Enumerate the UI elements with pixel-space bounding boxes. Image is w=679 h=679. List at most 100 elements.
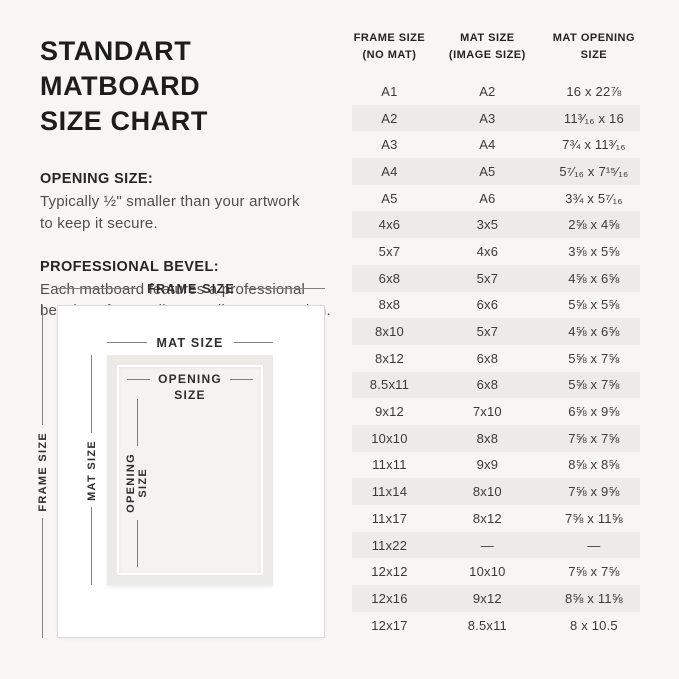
table-cell: 10x10 xyxy=(469,564,506,580)
table-cell: 8⅝ x 8⅝ xyxy=(568,457,620,473)
table-cell: 11³⁄₁₆ x 16 xyxy=(563,110,624,126)
table-header-mat-size: MAT SIZE (IMAGE SIZE) xyxy=(427,30,548,63)
table-row: A3 A4 7¾ x 11³⁄₁₆ xyxy=(352,131,640,158)
table-cell: A2 xyxy=(479,83,496,99)
frame-size-dimension-left: FRAME SIZE xyxy=(34,305,51,638)
frame-size-label-vertical: FRAME SIZE xyxy=(36,431,49,512)
dimension-line xyxy=(42,305,43,425)
table-cell: 3x5 xyxy=(476,217,499,233)
table-row: 6x8 5x7 4⅝ x 6⅝ xyxy=(352,264,640,292)
table-cell: 7¾ x 11³⁄₁₆ xyxy=(562,137,626,153)
header-line: (IMAGE SIZE) xyxy=(448,48,526,61)
table-body: A1 A2 16 x 22⅞ A2 A3 11³⁄₁₆ x 16 A3 A4 7¾ x 11³⁄… xyxy=(352,78,640,638)
table-row: A2 A3 11³⁄₁₆ x 16 xyxy=(352,104,640,132)
table-cell: 4⅝ x 6⅝ xyxy=(568,270,620,286)
table-header-row: FRAME SIZE (NO MAT) MAT SIZE (IMAGE SIZE… xyxy=(352,30,640,63)
table-cell: 3¾ x 5⁷⁄₁₆ xyxy=(565,190,623,206)
table-cell: A6 xyxy=(479,190,496,206)
table-row: 8x10 5x7 4⅝ x 6⅝ xyxy=(352,318,640,345)
table-row: A5 A6 3¾ x 5⁷⁄₁₆ xyxy=(352,185,640,212)
table-row: 11x17 8x12 7⅝ x 11⅝ xyxy=(352,505,640,532)
table-row: 9x12 7x10 6⅝ x 9⅝ xyxy=(352,398,640,425)
table-cell: A2 xyxy=(381,110,398,126)
mat-size-label-vertical: MAT SIZE xyxy=(85,439,98,501)
table-cell: — xyxy=(587,537,601,553)
dimension-line xyxy=(244,288,326,289)
opening-size-label-vertical-line1: OPENING xyxy=(125,453,137,513)
table-cell: 3⅝ x 5⅝ xyxy=(568,243,620,259)
opening-size-label-row: OPENING xyxy=(127,372,253,386)
frame-illustration: MAT SIZE MAT SIZE OPENING SIZE xyxy=(57,305,325,638)
table-cell: 10x10 xyxy=(371,430,408,446)
table-row: 12x16 9x12 8⅝ x 11⅝ xyxy=(352,585,640,612)
opening-size-dimension-top: OPENING SIZE xyxy=(127,372,253,402)
professional-bevel-heading: PROFESSIONAL BEVEL: xyxy=(40,258,219,275)
table-cell: 6⅝ x 9⅝ xyxy=(568,404,620,420)
mat-size-label: MAT SIZE xyxy=(156,335,224,350)
table-cell: 11x22 xyxy=(371,537,408,553)
header-line: (NO MAT) xyxy=(362,48,417,61)
table-cell: A4 xyxy=(381,163,398,179)
table-row: 8x12 6x8 5⅝ x 7⅝ xyxy=(352,345,640,372)
table-cell: 4x6 xyxy=(476,243,499,259)
page-title: STANDART MATBOARD SIZE CHART xyxy=(40,34,348,139)
page-title-line2: SIZE CHART xyxy=(40,106,208,137)
table-cell: 8.5x11 xyxy=(467,617,507,633)
table-cell: 9x12 xyxy=(374,404,404,420)
table-cell: 16 x 22⅞ xyxy=(566,83,622,99)
matboard-size-table: FRAME SIZE (NO MAT) MAT SIZE (IMAGE SIZE… xyxy=(352,30,640,638)
table-row: 11x14 8x10 7⅝ x 9⅝ xyxy=(352,478,640,505)
dimension-line xyxy=(136,399,138,447)
table-cell: 8x8 xyxy=(476,430,499,446)
table-cell: 6x8 xyxy=(476,350,499,366)
table-cell: 8x10 xyxy=(374,324,404,340)
table-header-mat-opening: MAT OPENING SIZE xyxy=(548,30,640,63)
table-row: 4x6 3x5 2⅝ x 4⅝ xyxy=(352,211,640,239)
dimension-line xyxy=(136,519,138,567)
matboard-diagram: FRAME SIZE FRAME SIZE MAT SIZE MAT SIZE … xyxy=(34,276,340,654)
table-row: 12x17 8.5x11 8 x 10.5 xyxy=(352,612,640,639)
table-cell: 5⅝ x 7⅝ xyxy=(568,350,620,366)
table-cell: 11x11 xyxy=(372,457,407,473)
table-cell: 6x6 xyxy=(476,297,499,313)
table-cell: 11x17 xyxy=(371,510,408,526)
table-cell: A3 xyxy=(479,110,496,126)
opening-size-label-line2: SIZE xyxy=(174,388,206,402)
opening-size-label-vertical: OPENING SIZE xyxy=(125,446,149,520)
mat-illustration: OPENING SIZE OPENING SIZE xyxy=(107,355,273,585)
table-cell: 5x7 xyxy=(378,243,401,259)
opening-size-description: Typically ½" smaller than your artwork t… xyxy=(40,193,300,232)
table-cell: 8⅝ x 11⅝ xyxy=(565,590,623,606)
table-cell: 5⁷⁄₁₆ x 7¹⁵⁄₁₆ xyxy=(559,163,629,179)
opening-illustration: OPENING SIZE OPENING SIZE xyxy=(117,365,263,575)
dimension-line xyxy=(233,342,274,343)
table-cell: 5⅝ x 5⅝ xyxy=(568,297,620,313)
table-cell: — xyxy=(480,537,494,553)
table-header-frame-size: FRAME SIZE (NO MAT) xyxy=(352,30,427,63)
table-cell: 8x8 xyxy=(378,297,401,313)
table-cell: 8x12 xyxy=(374,350,404,366)
table-cell: 8x12 xyxy=(472,510,502,526)
opening-size-label: OPENING xyxy=(158,372,222,386)
info-section-opening-size: OPENING SIZE: Typically ½" smaller than … xyxy=(40,171,348,234)
dimension-line xyxy=(107,342,147,343)
table-cell: 7⅝ x 11⅝ xyxy=(565,510,623,526)
table-row: 12x12 10x10 7⅝ x 7⅝ xyxy=(352,558,640,585)
frame-size-dimension-top: FRAME SIZE xyxy=(57,281,326,296)
opening-size-heading: OPENING SIZE: xyxy=(40,171,154,188)
dimension-line xyxy=(91,507,92,586)
mat-size-dimension-top: MAT SIZE xyxy=(107,335,274,350)
dimension-line xyxy=(42,518,43,638)
header-line: SIZE xyxy=(580,48,608,61)
table-cell: 9x9 xyxy=(476,457,499,473)
frame-size-label: FRAME SIZE xyxy=(147,281,235,296)
opening-size-dimension-left: OPENING SIZE xyxy=(121,399,153,567)
table-cell: 9x12 xyxy=(472,590,502,606)
dimension-line xyxy=(127,378,151,380)
table-row: 10x10 8x8 7⅝ x 7⅝ xyxy=(352,424,640,452)
header-line: MAT OPENING xyxy=(552,32,636,44)
dimension-line xyxy=(229,378,253,380)
opening-size-label-vertical-line2: SIZE xyxy=(137,468,149,498)
dimension-line xyxy=(91,355,92,433)
dimension-line xyxy=(57,288,138,289)
